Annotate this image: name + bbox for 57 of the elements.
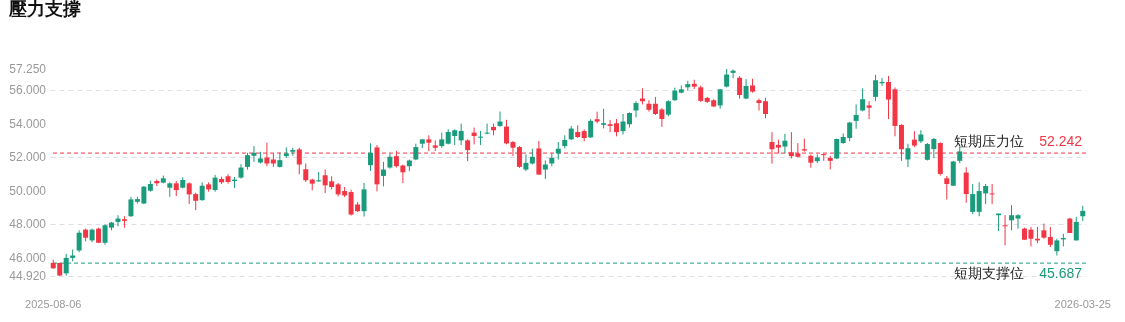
y-tick-label: 48.000	[9, 217, 47, 232]
y-tick-label: 46.000	[9, 250, 47, 265]
candlestick	[737, 75, 743, 100]
candlestick	[128, 196, 134, 218]
candlestick	[963, 166, 969, 204]
candlestick	[542, 160, 548, 180]
candlestick	[361, 182, 367, 218]
x-tick-label: 2025-08-06	[25, 297, 82, 310]
candlestick	[853, 103, 859, 130]
candlestick	[601, 108, 607, 129]
x-tick-label: 2026-03-25	[1054, 297, 1111, 310]
candlestick	[1041, 223, 1047, 240]
candlestick	[1015, 213, 1021, 230]
y-tick-label: 56.000	[9, 82, 47, 97]
candlestick	[523, 153, 529, 172]
candlestick	[497, 110, 503, 128]
candlestick	[918, 129, 924, 144]
candlestick	[380, 161, 386, 187]
candlestick	[186, 181, 192, 205]
y-tick-label: 52.000	[9, 150, 47, 165]
y-tick-label: 57.250	[9, 62, 47, 76]
candlestick	[905, 143, 911, 168]
candlestick	[860, 87, 866, 112]
candlestick	[1047, 226, 1053, 248]
annotation: 52.242	[1039, 133, 1083, 150]
candlestick	[1002, 214, 1008, 246]
candlestick	[121, 215, 127, 229]
candlestick	[594, 111, 600, 124]
ref-line-label: 短期压力位	[954, 133, 1024, 150]
candlestick	[970, 183, 976, 215]
candlestick	[458, 123, 464, 146]
annotation: 45.687	[1039, 265, 1083, 282]
candlestick	[646, 99, 652, 113]
chart-title: 壓力支撐	[8, 0, 81, 19]
candlestick	[478, 130, 484, 146]
candlestick	[730, 69, 736, 79]
y-tick-label: 50.000	[9, 183, 47, 198]
candlestick	[277, 151, 283, 169]
candlestick	[484, 123, 490, 135]
ref-line-label: 短期支撑位	[954, 265, 1024, 282]
candlestick	[303, 163, 309, 183]
candlestick	[199, 181, 205, 202]
y-tick-label: 54.000	[9, 116, 47, 131]
candlestick	[76, 229, 82, 253]
candlestick	[588, 118, 594, 139]
candlestick	[1009, 204, 1015, 231]
candlestick	[866, 100, 872, 120]
candlestick	[296, 147, 302, 175]
candlestick	[989, 183, 995, 205]
candlestick	[944, 175, 950, 200]
candlestick	[633, 100, 639, 118]
candlestick	[316, 171, 322, 183]
candlestick	[368, 142, 374, 172]
y-tick-label: 44.920	[9, 269, 47, 283]
candlestick	[873, 74, 879, 102]
candlestick	[717, 88, 723, 110]
candlestick	[782, 133, 788, 154]
